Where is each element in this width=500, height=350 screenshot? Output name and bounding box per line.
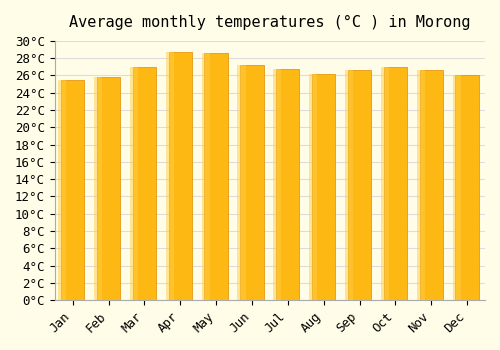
Title: Average monthly temperatures (°C ) in Morong: Average monthly temperatures (°C ) in Mo…	[69, 15, 470, 30]
Bar	[309, 74, 317, 300]
Bar	[312, 74, 336, 300]
Bar	[97, 77, 120, 300]
Bar	[130, 67, 138, 300]
Bar	[58, 80, 66, 300]
Bar	[456, 76, 478, 300]
Bar	[348, 70, 371, 300]
Bar	[384, 67, 407, 300]
Bar	[238, 65, 246, 300]
Bar	[61, 80, 84, 300]
Bar	[452, 76, 460, 300]
Bar	[166, 52, 174, 300]
Bar	[132, 67, 156, 300]
Bar	[168, 52, 192, 300]
Bar	[420, 70, 443, 300]
Bar	[273, 69, 281, 300]
Bar	[276, 69, 299, 300]
Bar	[204, 53, 228, 300]
Bar	[202, 53, 209, 300]
Bar	[240, 65, 264, 300]
Bar	[94, 77, 102, 300]
Bar	[345, 70, 353, 300]
Bar	[416, 70, 425, 300]
Bar	[381, 67, 389, 300]
